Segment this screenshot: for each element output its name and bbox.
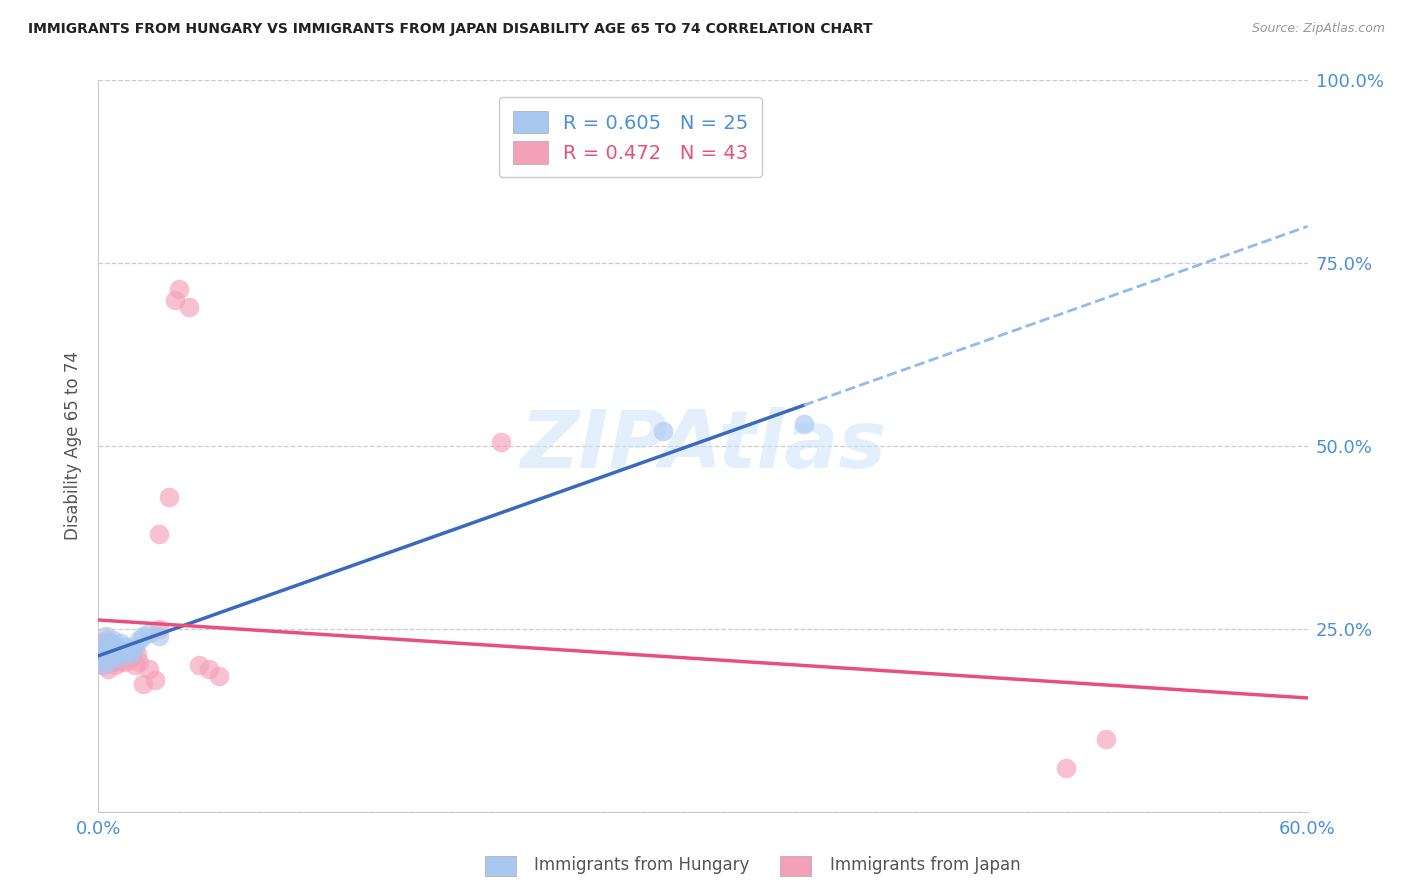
Point: [107, 648, 129, 662]
Point: [124, 640, 146, 655]
Point: [105, 651, 128, 665]
Point: [793, 417, 815, 431]
Point: [148, 629, 170, 643]
Point: [125, 648, 148, 662]
Point: [114, 640, 136, 655]
Point: [96, 632, 118, 647]
Point: [208, 669, 231, 683]
Point: [89, 648, 111, 662]
Point: [93, 651, 115, 665]
Point: [93, 658, 115, 673]
Point: [148, 526, 170, 541]
Point: [121, 644, 143, 658]
Point: [1054, 761, 1077, 775]
Point: [96, 651, 118, 665]
Point: [491, 435, 513, 450]
Point: [179, 300, 201, 314]
Point: [97, 655, 120, 669]
Text: Immigrants from Japan: Immigrants from Japan: [830, 856, 1021, 874]
Point: [124, 658, 146, 673]
Point: [128, 632, 150, 647]
Text: ZIPAtlas: ZIPAtlas: [520, 407, 886, 485]
Point: [148, 622, 170, 636]
Point: [105, 651, 128, 665]
Point: [103, 640, 125, 655]
Text: IMMIGRANTS FROM HUNGARY VS IMMIGRANTS FROM JAPAN DISABILITY AGE 65 TO 74 CORRELA: IMMIGRANTS FROM HUNGARY VS IMMIGRANTS FR…: [28, 22, 873, 37]
Point: [97, 648, 120, 662]
Point: [167, 282, 190, 296]
Point: [157, 490, 180, 504]
Point: [163, 293, 186, 307]
Point: [96, 644, 118, 658]
Point: [96, 629, 118, 643]
Point: [89, 655, 111, 669]
Text: Immigrants from Hungary: Immigrants from Hungary: [534, 856, 749, 874]
Point: [107, 644, 129, 658]
Text: Source: ZipAtlas.com: Source: ZipAtlas.com: [1251, 22, 1385, 36]
Point: [93, 636, 115, 650]
Point: [118, 648, 141, 662]
Point: [128, 655, 150, 669]
Point: [111, 648, 134, 662]
Point: [114, 655, 136, 669]
Point: [132, 629, 155, 643]
Point: [100, 636, 122, 650]
Point: [138, 662, 160, 676]
Y-axis label: Disability Age 65 to 74: Disability Age 65 to 74: [65, 351, 83, 541]
Point: [93, 644, 115, 658]
Point: [115, 644, 138, 658]
Point: [107, 655, 129, 669]
Point: [120, 651, 142, 665]
Point: [110, 644, 132, 658]
Point: [198, 662, 221, 676]
Point: [103, 644, 125, 658]
Point: [100, 655, 122, 669]
Point: [101, 648, 124, 662]
Point: [111, 648, 134, 662]
Point: [101, 640, 124, 655]
Legend: R = 0.605   N = 25, R = 0.472   N = 43: R = 0.605 N = 25, R = 0.472 N = 43: [499, 97, 762, 178]
Point: [651, 425, 673, 439]
Point: [120, 648, 142, 662]
Point: [1095, 731, 1118, 746]
Point: [97, 640, 120, 655]
Point: [132, 676, 155, 690]
Point: [101, 632, 124, 647]
Point: [138, 625, 160, 640]
Point: [103, 658, 125, 673]
Point: [100, 648, 122, 662]
Point: [91, 658, 114, 673]
Point: [143, 673, 166, 687]
Point: [110, 636, 132, 650]
Point: [118, 644, 141, 658]
Point: [97, 662, 120, 676]
Point: [188, 658, 211, 673]
Point: [91, 648, 114, 662]
Point: [91, 636, 114, 650]
